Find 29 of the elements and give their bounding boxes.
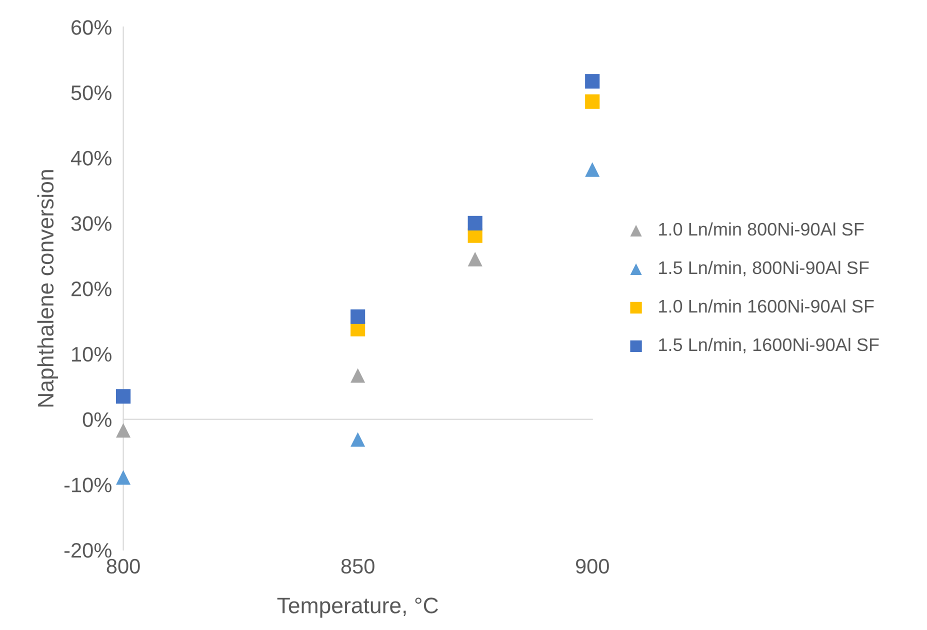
y-tick-label: -10%: [64, 478, 112, 492]
x-tick-label: 900: [576, 558, 609, 574]
legend-label: 1.0 Ln/min 800Ni-90Al SF: [659, 222, 864, 236]
y-tick-label: 0%: [82, 412, 112, 428]
y-tick-label: -20%: [64, 542, 112, 558]
point: [585, 94, 600, 109]
y-axis-title: Naphthalene conversion: [37, 170, 58, 407]
y-tick-label: 60%: [72, 20, 112, 35]
y-tick-label: 20%: [72, 282, 112, 296]
legend-label: 1.0 Ln/min 1600Ni-90Al SF: [659, 299, 874, 313]
y-tick-label: 40%: [70, 150, 112, 166]
point: [350, 309, 366, 324]
point: [116, 389, 131, 404]
point: [350, 432, 366, 447]
point: [585, 74, 600, 89]
x-axis-title: Temperature, °C: [277, 598, 438, 618]
y-tick-label: 50%: [71, 85, 112, 100]
legend-label: 1.5 Ln/min, 800Ni-90Al SF: [659, 260, 869, 276]
point: [350, 368, 366, 383]
y-tick-label: 30%: [71, 216, 112, 231]
y-tick-label: 10%: [72, 346, 112, 362]
point: [116, 470, 131, 485]
x-tick-label: 850: [341, 558, 374, 574]
x-tick-label: 800: [106, 558, 140, 574]
legend-label: 1.5 Ln/min, 1600Ni-90Al SF: [659, 338, 879, 354]
point: [116, 423, 131, 438]
point: [468, 216, 482, 230]
point: [585, 162, 600, 177]
point: [468, 252, 482, 266]
